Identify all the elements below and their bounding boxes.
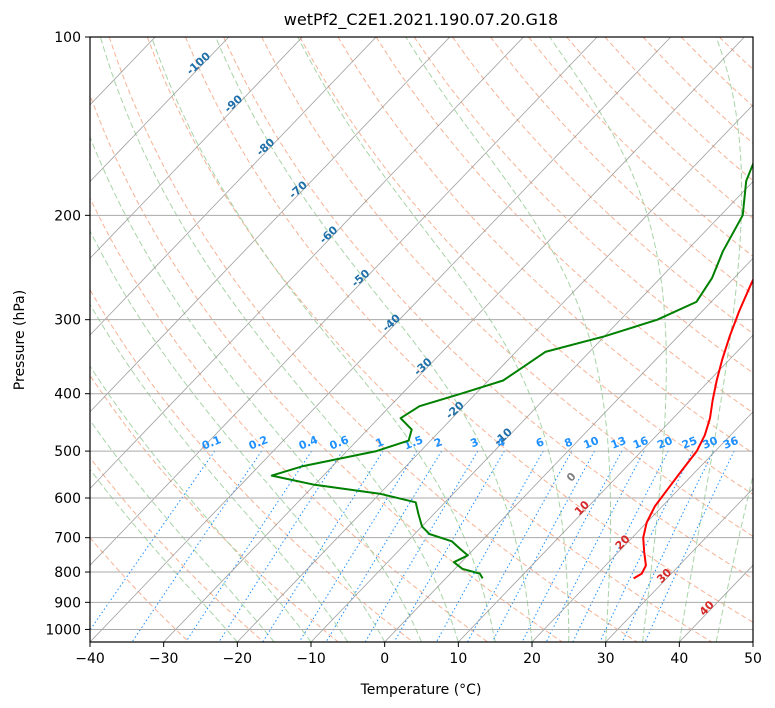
isotherm-line (90, 37, 230, 183)
y-tick-label: 100 (54, 30, 81, 46)
isotherm-line (531, 411, 753, 642)
x-tick-label: 40 (670, 651, 688, 667)
y-tick-label: 700 (54, 531, 81, 547)
chart-title: wetPf2_C2E1.2021.190.07.20.G18 (284, 10, 558, 30)
isotherm-line (384, 257, 753, 642)
isotherm-line (90, 37, 377, 336)
moist-adiabat-line (215, 37, 533, 642)
isotherm-line (90, 37, 451, 413)
mixing-ratio-line (599, 450, 694, 642)
x-tick-label: 0 (380, 651, 389, 667)
mixing-ratio-line (621, 450, 714, 642)
y-tick-label: 800 (54, 565, 81, 581)
moist-adiabat-line (90, 229, 386, 642)
mixing-ratio-line (467, 450, 573, 642)
mixing-ratio-label: 1 (374, 435, 386, 450)
plot-frame (89, 36, 754, 643)
mixing-ratio-label: 10 (582, 434, 601, 452)
x-tick-label: −40 (75, 651, 105, 667)
y-tick-label: 200 (54, 208, 81, 224)
mixing-ratio-line (298, 450, 418, 642)
mixing-ratio-label: 30 (701, 434, 720, 452)
dry-adiabat-line (337, 37, 753, 454)
y-tick-label: 500 (54, 444, 81, 460)
moist-adiabat-line (90, 365, 312, 642)
mixing-ratio-label: 8 (563, 435, 575, 450)
isotherm-line (458, 334, 753, 642)
x-tick-label: 30 (597, 651, 615, 667)
dry-adiabat-line (261, 37, 753, 537)
x-tick-label: 20 (523, 651, 541, 667)
temperature-profile (633, 277, 753, 580)
x-tick-label: −30 (149, 651, 179, 667)
dry-adiabat-line (490, 37, 753, 296)
dry-adiabat-line (299, 37, 753, 495)
moist-adiabat-line (549, 37, 667, 642)
dewpoint-profile (270, 161, 753, 579)
isotherm-line (90, 37, 598, 566)
moist-adiabat-line (90, 419, 275, 642)
moist-adiabat-line (151, 37, 496, 642)
x-tick-label: −20 (223, 651, 253, 667)
isotherm-line (90, 37, 672, 642)
moist-adiabat-line (297, 37, 570, 642)
mixing-ratio-label: 13 (609, 434, 628, 452)
dry-adiabat-line (90, 456, 264, 642)
dry-adiabat-line (413, 37, 753, 374)
x-tick-label: 10 (449, 651, 467, 667)
dry-adiabat-line (146, 37, 712, 642)
y-tick-label: 1000 (45, 622, 81, 638)
dry-adiabat-line (451, 37, 753, 335)
moist-adiabat-line (715, 473, 753, 642)
dry-adiabat-line (375, 37, 753, 414)
data-layer (270, 161, 753, 580)
mixing-ratio-label: 2 (432, 435, 444, 450)
isotherm-line (90, 37, 524, 490)
y-tick-label: 300 (54, 313, 81, 329)
x-axis-label: Temperature (°C) (360, 682, 482, 698)
moist-adiabat-line (405, 37, 611, 642)
dry-adiabat-line (90, 536, 190, 642)
isotherm-line (237, 104, 753, 642)
mixing-ratio-line (572, 450, 669, 642)
dry-adiabat-line (90, 93, 563, 642)
grid-layer (90, 37, 753, 642)
isotherm-line (90, 37, 303, 259)
dry-adiabat-line (90, 288, 414, 642)
mixing-ratio-label: 20 (655, 434, 674, 452)
mixing-ratio-label: 25 (680, 434, 699, 452)
mixing-ratio-label: 36 (721, 434, 740, 452)
mixing-ratio-line (521, 450, 623, 642)
mixing-ratio-label: 3 (469, 435, 481, 450)
y-tick-label: 600 (54, 491, 81, 507)
mixing-ratio-line (325, 450, 443, 642)
y-tick-label: 900 (54, 595, 81, 611)
mixing-ratio-line (185, 450, 313, 642)
isotherm-line (310, 181, 753, 642)
isotherm-line (163, 37, 745, 642)
mixing-ratio-line (90, 450, 216, 631)
mixing-ratio-line (545, 450, 645, 642)
y-axis-label: Pressure (hPa) (12, 290, 28, 390)
dry-adiabat-line (90, 196, 488, 642)
axis-layer: −40 −30 −20 −10 0 10 20 30 40 50 100 200 300 400 500 60… (45, 30, 762, 667)
moist-adiabat-line (90, 303, 349, 642)
dry-adiabat-line (223, 37, 753, 580)
x-tick-label: 50 (744, 651, 762, 667)
moist-adiabat-line (90, 468, 238, 642)
isotherm-line (605, 487, 753, 642)
moist-adiabat-line (90, 135, 422, 642)
mixing-ratio-label: 16 (631, 434, 650, 452)
background-line-labels: 0.1 0.2 0.4 0.6 1 1.5 2 3 4 6 8 10 13 16 20 25 30 36-100-… (184, 49, 741, 618)
dry-adiabat-line (108, 37, 638, 642)
y-tick-label: 400 (54, 387, 81, 403)
moist-adiabat-line (678, 37, 743, 642)
dry-adiabat-line (184, 37, 753, 623)
moist-adiabat-line (99, 37, 459, 642)
x-tick-label: −10 (296, 651, 326, 667)
